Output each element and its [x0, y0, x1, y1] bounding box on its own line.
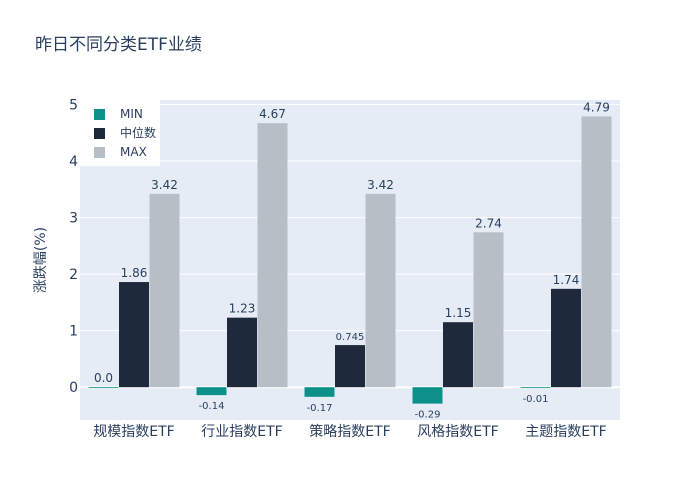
legend-entry[interactable]: MAX [120, 145, 147, 159]
y-tick-label: 5 [69, 98, 78, 114]
bar-4-2[interactable] [581, 116, 612, 388]
bar-1-2[interactable] [257, 123, 288, 388]
bar-0-1[interactable] [119, 282, 149, 388]
data-label: 0.745 [336, 332, 365, 343]
y-tick-label: 1 [69, 324, 78, 340]
data-label: -0.29 [415, 410, 441, 421]
data-label: 4.67 [259, 107, 286, 121]
data-label: 1.86 [121, 266, 148, 280]
bar-0-0[interactable] [88, 387, 119, 389]
legend-swatch[interactable] [94, 128, 105, 139]
x-tick-label: 行业指数ETF [201, 424, 282, 440]
bar-2-1[interactable] [335, 345, 365, 388]
bar-1-1[interactable] [227, 317, 257, 388]
bar-3-1[interactable] [443, 322, 473, 388]
legend-swatch[interactable] [94, 109, 105, 120]
bar-3-2[interactable] [473, 232, 504, 388]
legend-entry[interactable]: MIN [120, 107, 143, 121]
data-label: -0.14 [199, 401, 225, 412]
legend-entry[interactable]: 中位数 [120, 125, 156, 140]
x-tick-label: 风格指数ETF [417, 424, 498, 440]
y-tick-label: 3 [69, 211, 78, 227]
bar-4-0[interactable] [520, 387, 551, 389]
data-label: 3.42 [151, 178, 178, 192]
bar-2-0[interactable] [304, 387, 335, 397]
data-label: -0.01 [523, 394, 549, 405]
bar-0-2[interactable] [149, 193, 180, 388]
legend[interactable]: MIN 中位数 MAX [80, 100, 160, 166]
data-label: -0.17 [307, 403, 333, 414]
bar-3-0[interactable] [412, 387, 443, 404]
data-label: 1.15 [445, 306, 472, 320]
data-label: 3.42 [367, 178, 394, 192]
y-tick-label: 2 [69, 267, 78, 283]
x-tick-label: 策略指数ETF [309, 423, 390, 440]
data-label: 1.23 [229, 302, 256, 316]
bars-group [88, 116, 612, 404]
x-tick-label: 主题指数ETF [525, 424, 606, 440]
data-label: 2.74 [475, 216, 502, 230]
y-axis-ticks: 0 1 2 3 4 5 [69, 98, 78, 397]
chart-title: 昨日不同分类ETF业绩 [35, 35, 202, 55]
data-label: 1.74 [553, 273, 580, 287]
bar-4-1[interactable] [551, 288, 581, 388]
bar-2-2[interactable] [365, 193, 396, 388]
y-axis-label: 涨跌幅(%) [33, 227, 49, 293]
x-tick-label: 规模指数ETF [93, 424, 174, 440]
legend-swatch[interactable] [94, 147, 105, 158]
data-label: 0.0 [94, 371, 113, 385]
y-tick-label: 4 [69, 154, 78, 170]
legend-background [80, 100, 160, 166]
y-tick-label: 0 [69, 380, 78, 396]
bar-1-0[interactable] [196, 387, 227, 396]
data-label: 4.79 [583, 100, 610, 114]
x-axis-ticks: 规模指数ETF 行业指数ETF 策略指数ETF 风格指数ETF 主题指数ETF [93, 423, 606, 440]
data-labels: 0.0 1.86 3.42 -0.14 1.23 4.67 -0.17 0.745 3.42 -0… [94, 100, 610, 420]
